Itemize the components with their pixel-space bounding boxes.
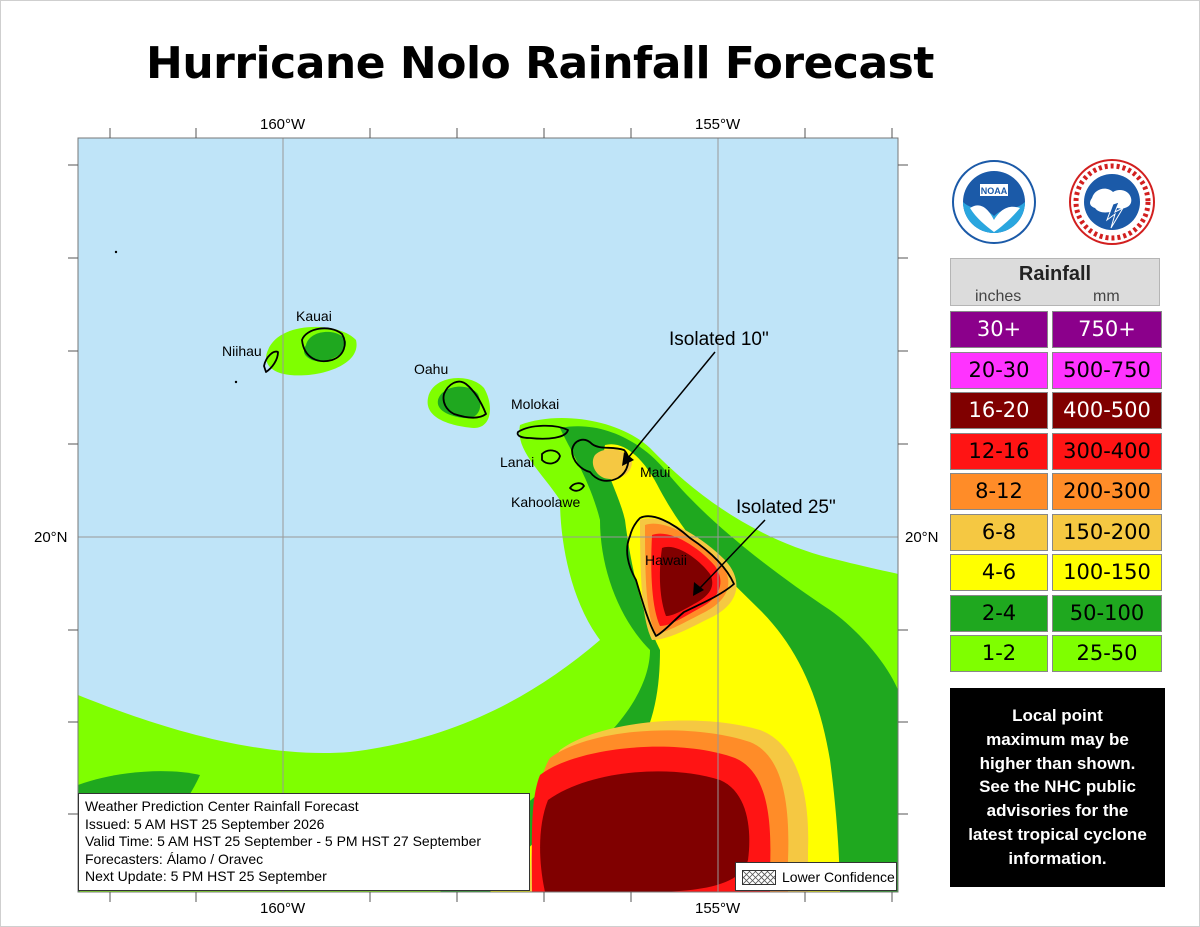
lat-label-20n-left: 20°N (34, 529, 68, 546)
annotation-isolated-25: Isolated 25" (736, 497, 836, 518)
lon-label-160w-bottom: 160°W (260, 900, 306, 917)
lat-label-20n-right: 20°N (905, 529, 939, 546)
arrow-head-maui (622, 452, 634, 466)
legend-mm-100-150: 100-150 (1052, 554, 1162, 591)
legend-mm-150-200: 150-200 (1052, 513, 1162, 551)
legend-mm-750+: 750+ (1052, 311, 1162, 348)
label-lanai: Lanai (500, 454, 535, 470)
label-oahu: Oahu (414, 361, 449, 377)
note-line-3: higher than shown. (979, 753, 1136, 773)
info-line-next-update: Next Update: 5 PM HST 25 September (85, 868, 327, 884)
label-kahoolawe: Kahoolawe (511, 494, 581, 510)
lower-confidence-label: Lower Confidence (782, 869, 895, 885)
lanai-outline (541, 449, 561, 465)
label-molokai: Molokai (511, 396, 560, 412)
note-line-2: maximum may be (986, 729, 1129, 749)
label-kauai: Kauai (296, 308, 332, 324)
note-line-5: advisories for the (986, 801, 1129, 821)
legend-inches-4-6: 4-6 (950, 554, 1048, 591)
lon-label-155w-bottom: 155°W (695, 900, 741, 917)
rain-16-20-south (540, 771, 750, 892)
svg-text:NOAA: NOAA (981, 186, 1008, 196)
legend-inches-8-12: 8-12 (950, 473, 1048, 510)
note-line-6: latest tropical cyclone (968, 824, 1147, 844)
graticule (78, 138, 898, 892)
legend-inches-20-30: 20-30 (950, 351, 1048, 389)
tick-marks (68, 128, 908, 902)
legend-inches-12-16: 12-16 (950, 432, 1048, 470)
note-line-4: See the NHC public (979, 777, 1136, 797)
info-line-valid-time: Valid Time: 5 AM HST 25 September - 5 PM… (85, 833, 482, 849)
crosshatch-swatch-icon (742, 870, 776, 885)
forecast-info-box: Weather Prediction Center Rainfall Forec… (78, 793, 530, 891)
oahu-outline (442, 380, 487, 419)
legend-unit-mm: mm (1093, 288, 1120, 305)
lon-label-155w-top: 155°W (695, 116, 741, 133)
hawaii-outline (626, 515, 735, 637)
label-hawaii: Hawaii (645, 552, 688, 568)
legend-mm-200-300: 200-300 (1052, 473, 1162, 510)
rain-2-4-kauai (304, 331, 346, 362)
info-line-issued: Issued: 5 AM HST 25 September 2026 (85, 815, 325, 832)
annotation-isolated-10: Isolated 10" (669, 329, 769, 350)
niihau-outline (263, 350, 279, 373)
legend-mm-25-50: 25-50 (1052, 635, 1162, 672)
info-line-product: Weather Prediction Center Rainfall Forec… (85, 798, 359, 814)
note-line-7: information. (1008, 848, 1107, 868)
legend-inches-2-4: 2-4 (950, 594, 1048, 632)
legend-inches-6-8: 6-8 (950, 513, 1048, 551)
maui-outline (571, 438, 630, 482)
kahoolawe-outline (569, 482, 585, 492)
legend-title: Rainfall (1018, 263, 1092, 285)
rain-6-8-maui (592, 449, 632, 480)
legend-inches-16-20: 16-20 (950, 392, 1048, 429)
legend-mm-300-400: 300-400 (1052, 432, 1162, 470)
label-maui: Maui (640, 464, 671, 480)
lon-label-160w-top: 160°W (260, 116, 306, 133)
legend-mm-400-500: 400-500 (1052, 392, 1162, 429)
national-weather-service-logo-icon (1069, 159, 1155, 245)
legend-unit-inches: inches (975, 288, 1022, 305)
advisory-note: Local point maximum may be higher than s… (950, 688, 1165, 887)
legend-mm-50-100: 50-100 (1052, 594, 1162, 632)
island-outlines (263, 327, 735, 637)
arrow-head-hawaii (693, 582, 704, 596)
label-niihau: Niihau (222, 343, 262, 359)
legend-header: Rainfall inches mm (950, 258, 1160, 306)
note-line-1: Local point (1012, 706, 1103, 725)
legend-inches-30+: 30+ (950, 311, 1048, 348)
info-line-forecasters: Forecasters: Álamo / Oravec (85, 850, 264, 867)
kauai-outline (301, 327, 346, 362)
molokai-outline (516, 424, 569, 440)
legend-inches-1-2: 1-2 (950, 635, 1048, 672)
legend-mm-500-750: 500-750 (1052, 351, 1162, 389)
page-title: Hurricane Nolo Rainfall Forecast (146, 38, 934, 89)
lower-confidence-key: Lower Confidence (735, 862, 897, 891)
noaa-logo-icon: NOAA (952, 160, 1036, 244)
annotation-arrows (627, 351, 766, 589)
rain-16-20-hawaii (659, 546, 713, 616)
